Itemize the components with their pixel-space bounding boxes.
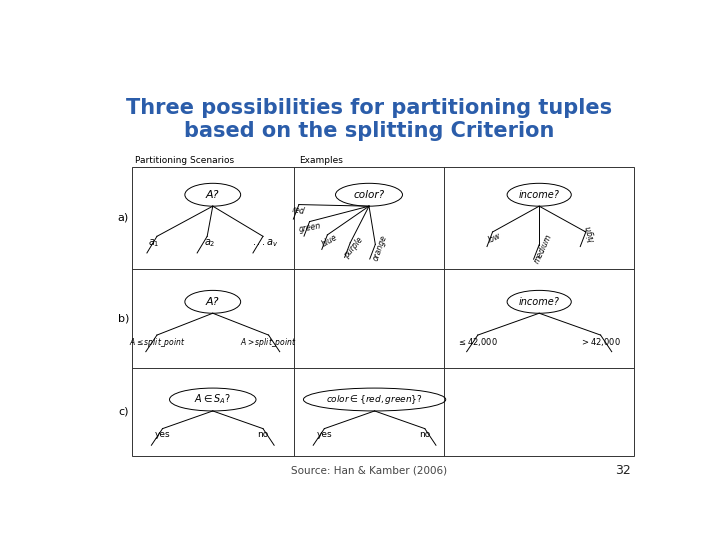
Text: medium: medium — [533, 233, 554, 265]
Text: green: green — [299, 222, 322, 234]
Text: purple: purple — [342, 235, 365, 260]
Text: orange: orange — [371, 234, 388, 262]
Text: $A \in S_A?$: $A \in S_A?$ — [194, 393, 231, 407]
Bar — [132, 167, 634, 456]
Text: color?: color? — [354, 190, 384, 200]
Text: yes: yes — [317, 430, 332, 439]
Text: blue: blue — [320, 233, 339, 249]
Text: Source: Han & Kamber (2006): Source: Han & Kamber (2006) — [291, 465, 447, 475]
Text: yes: yes — [155, 430, 171, 439]
Text: Partitioning Scenarios: Partitioning Scenarios — [135, 156, 234, 165]
Text: $A \leq split\_point$: $A \leq split\_point$ — [129, 336, 185, 349]
Text: income?: income? — [518, 190, 559, 200]
Text: $> 42{,}000$: $> 42{,}000$ — [580, 336, 621, 348]
Text: b): b) — [117, 313, 129, 323]
Text: c): c) — [119, 407, 129, 417]
Text: A?: A? — [206, 297, 220, 307]
Text: $\leq 42{,}000$: $\leq 42{,}000$ — [457, 336, 498, 348]
Text: income?: income? — [518, 297, 559, 307]
Text: a): a) — [118, 213, 129, 222]
Text: $...a_v$: $...a_v$ — [252, 238, 279, 249]
Text: A?: A? — [206, 190, 220, 200]
Text: red: red — [291, 206, 305, 217]
Text: 32: 32 — [616, 464, 631, 477]
Text: low: low — [487, 231, 503, 245]
Text: Examples: Examples — [300, 156, 343, 165]
Text: $a_2$: $a_2$ — [204, 238, 216, 249]
Text: based on the splitting Criterion: based on the splitting Criterion — [184, 122, 554, 141]
Text: $A > split\_point$: $A > split\_point$ — [240, 336, 297, 349]
Text: $a_1$: $a_1$ — [148, 238, 160, 249]
Text: Three possibilities for partitioning tuples: Three possibilities for partitioning tup… — [126, 98, 612, 118]
Text: $color \in \{red, green\}?$: $color \in \{red, green\}?$ — [326, 393, 423, 406]
Text: high: high — [584, 224, 597, 242]
Text: no: no — [257, 430, 269, 439]
Text: no: no — [419, 430, 431, 439]
